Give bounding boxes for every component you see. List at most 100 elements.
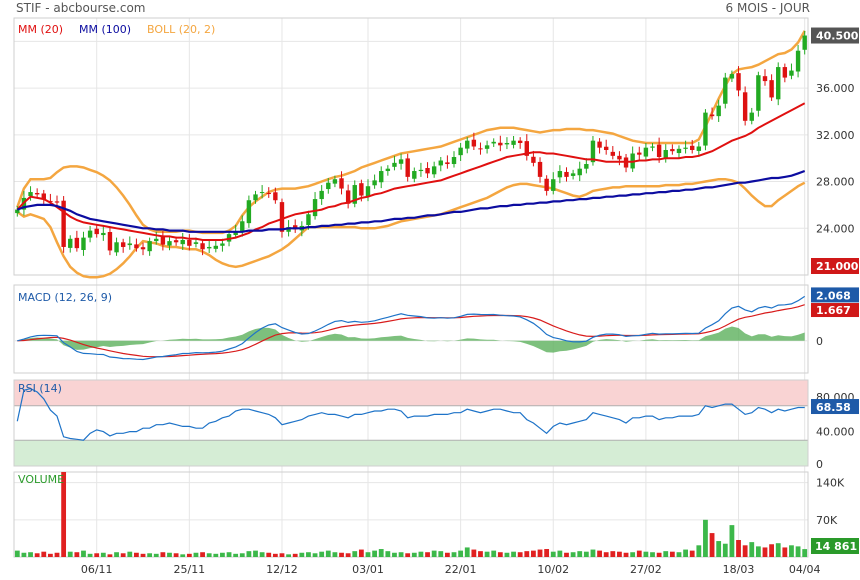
candle-body (517, 140, 523, 143)
candle-body (127, 243, 132, 246)
volume-bar (405, 553, 411, 557)
candle-body (723, 77, 728, 104)
volume-bar (87, 553, 93, 557)
volume-bar (524, 551, 530, 557)
volume-bar (292, 553, 298, 557)
volume-bar (749, 542, 755, 557)
candle-body (537, 161, 543, 177)
candle-body (246, 200, 252, 224)
x-axis-tick: 04/04 (789, 563, 821, 576)
candle-body (418, 169, 424, 172)
volume-bar (729, 525, 735, 557)
candle-body (465, 140, 470, 149)
macd-histogram (17, 326, 805, 353)
candle-body (709, 114, 715, 117)
candle-body (319, 190, 324, 200)
ma100-line (16, 169, 806, 233)
volume-bar (140, 553, 146, 557)
bollinger-upper-line (16, 30, 806, 235)
volume-y-tick: 70K (816, 514, 838, 527)
volume-bar (385, 551, 391, 557)
candle-body (365, 186, 371, 197)
volume-bar (372, 550, 378, 557)
candle-body (180, 239, 185, 245)
volume-bar (650, 552, 655, 557)
volume-title: VOLUME (18, 473, 64, 486)
candle-body (81, 237, 86, 251)
candle-body (762, 76, 768, 82)
candle-body (233, 231, 238, 236)
candle-body (802, 35, 807, 50)
volume-bar (689, 550, 695, 557)
candle-body (187, 239, 192, 246)
ma20-line (16, 102, 806, 241)
macd-pane-frame (13, 284, 809, 374)
candle-body (101, 232, 106, 236)
volume-bar (557, 550, 563, 557)
volume-bar (233, 553, 239, 557)
x-axis-tick: 10/02 (537, 563, 569, 576)
candle-body (206, 246, 212, 249)
volume-bar (656, 552, 662, 557)
candle-body (379, 171, 384, 183)
x-axis-tick: 12/12 (266, 563, 298, 576)
candle-body (68, 238, 73, 248)
volume-bar (716, 541, 722, 557)
rsi-oversold-zone (14, 440, 808, 466)
candle-body (240, 221, 245, 231)
legend-item: MM (20) (18, 23, 63, 36)
price-pane-frame (13, 17, 809, 276)
volume-bar (253, 550, 258, 557)
x-axis-tick: 03/01 (352, 563, 384, 576)
volume-bar (577, 551, 583, 557)
candle-body (167, 241, 172, 246)
volume-value: 14 861 (815, 540, 857, 553)
candle-body (703, 112, 708, 146)
volume-bar (444, 552, 450, 557)
volume-bar (623, 552, 629, 557)
candle-body (511, 140, 516, 145)
volume-bar (550, 551, 556, 557)
candle-body (114, 242, 119, 253)
volume-bar (755, 546, 761, 557)
candle-body (458, 147, 463, 156)
candle-body (789, 70, 794, 76)
volume-bar (14, 550, 20, 557)
volume-bar (696, 545, 702, 557)
candle-body (160, 236, 166, 245)
volume-bar (226, 552, 232, 557)
volume-bar (742, 545, 748, 557)
candle-body (200, 243, 205, 250)
volume-bar (299, 552, 305, 557)
candle-body (405, 158, 410, 177)
rsi-title: RSI (14) (18, 382, 62, 395)
macd-signal-value: 1.667 (816, 304, 851, 317)
volume-bar (200, 552, 205, 557)
candle-body (676, 148, 682, 154)
candle-body (345, 190, 351, 204)
volume-pane-frame (13, 471, 809, 558)
volume-bar (107, 554, 113, 557)
volume-bar (81, 550, 86, 557)
volume-bar (279, 553, 285, 557)
last-price-badge (811, 27, 859, 44)
volume-bar (789, 545, 794, 557)
rsi-y-tick: 0 (816, 458, 823, 471)
candle-body (352, 185, 357, 204)
x-axis-tick: 06/11 (81, 563, 113, 576)
volume-bar (246, 551, 252, 557)
volume-bar (795, 546, 801, 557)
volume-bar (617, 551, 622, 557)
volume-bar (34, 553, 40, 557)
volume-bar (365, 552, 371, 557)
volume-y-tick: 140K (816, 477, 845, 490)
volume-bar (392, 552, 397, 557)
candle-body (15, 209, 20, 214)
volume-bar (127, 551, 133, 557)
candle-body (603, 146, 609, 151)
volume-bar (775, 543, 781, 557)
rsi-overbought-zone (14, 380, 808, 406)
candle-body (134, 244, 139, 249)
volume-bar (21, 552, 27, 557)
x-axis-tick: 25/11 (173, 563, 205, 576)
